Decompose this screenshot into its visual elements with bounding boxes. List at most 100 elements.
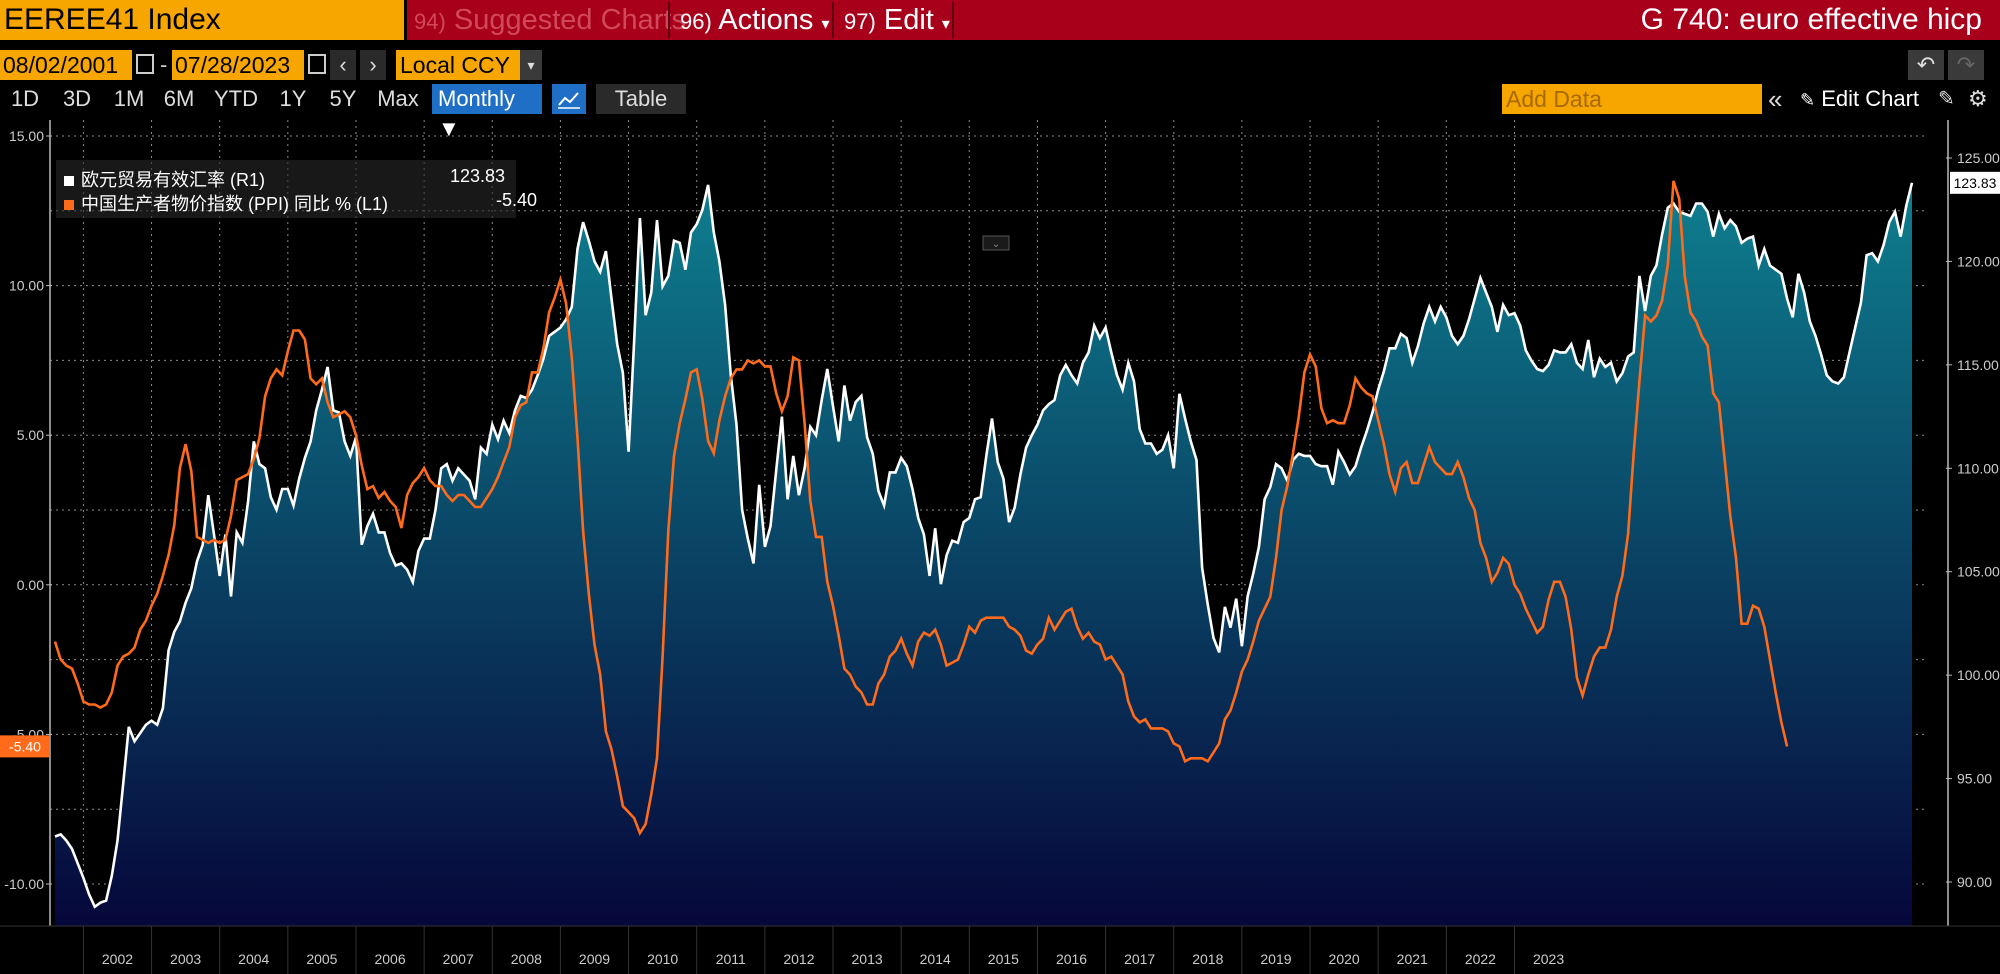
- legend-label: 欧元贸易有效汇率 (R1): [81, 170, 266, 190]
- x-axis-tick-label: 2002: [102, 951, 133, 967]
- line-chart-icon[interactable]: [552, 84, 586, 114]
- chevron-down-icon: ▾: [941, 16, 950, 33]
- period-max[interactable]: Max: [377, 86, 419, 111]
- menu-separator: [668, 2, 670, 38]
- x-axis-tick-label: 2016: [1056, 951, 1087, 967]
- top-bar: EEREE41 Index 94) Suggested Charts 96) A…: [0, 0, 2000, 40]
- legend-swatch: [64, 176, 74, 186]
- right-axis-tick-label: 95.00: [1957, 771, 1992, 787]
- actions-menu[interactable]: 96) Actions ▾: [680, 0, 829, 40]
- x-axis-tick-label: 2009: [579, 951, 610, 967]
- currency-select[interactable]: Local CCY: [396, 50, 520, 80]
- left-last-value-label: -5.40: [9, 738, 41, 754]
- x-axis-tick-label: 2021: [1397, 951, 1428, 967]
- table-button[interactable]: Table: [596, 84, 686, 114]
- function-bar: [407, 0, 2000, 40]
- frequency-select[interactable]: Monthly ▼: [432, 84, 542, 141]
- x-axis-tick-label: 2019: [1260, 951, 1291, 967]
- eur-effective-rate-area: [55, 182, 1912, 927]
- right-last-value-tag: [1950, 171, 2000, 194]
- chart[interactable]: 15.0010.005.000.00-5.00-10.00125.00120.0…: [0, 118, 2000, 974]
- left-axis-tick-label: 5.00: [17, 427, 44, 443]
- edit-menu[interactable]: 97) Edit ▾: [844, 0, 950, 40]
- collapse-icon[interactable]: «: [1768, 84, 1783, 114]
- gear-icon[interactable]: ⚙: [1968, 86, 1988, 111]
- actions-label: Actions: [718, 4, 814, 36]
- calendar-icon[interactable]: [136, 54, 154, 74]
- redo-icon[interactable]: ↷: [1948, 50, 1984, 80]
- x-axis-tick-label: 2003: [170, 951, 201, 967]
- left-last-value-tag: [0, 735, 50, 758]
- x-axis-tick-label: 2011: [716, 951, 746, 967]
- right-last-value-label: 123.83: [1954, 175, 1997, 191]
- suggested-charts-num: 94): [414, 9, 446, 34]
- calendar-icon[interactable]: [308, 54, 326, 74]
- date-bar: 08/02/2001 - 07/28/2023 ‹ › Local CCY ▾ …: [0, 50, 2000, 82]
- x-axis-tick-label: 2022: [1465, 951, 1496, 967]
- x-axis-tick-label: 2007: [443, 951, 474, 967]
- right-axis-tick-label: 100.00: [1957, 667, 2000, 683]
- left-axis-tick-label: -10.00: [4, 876, 44, 892]
- right-axis-tick-label: 90.00: [1957, 874, 1992, 890]
- undo-icon[interactable]: ↶: [1908, 50, 1944, 80]
- add-data-input[interactable]: Add Data: [1502, 84, 1762, 114]
- left-axis-tick-label: 10.00: [9, 278, 44, 294]
- chart-collapse-toggle[interactable]: ⌄: [982, 235, 1010, 251]
- period-1d[interactable]: 1D: [10, 86, 40, 111]
- ticker-field[interactable]: EEREE41 Index: [0, 0, 404, 40]
- edit-num: 97): [844, 9, 876, 34]
- period-ytd[interactable]: YTD: [214, 86, 258, 111]
- x-axis-tick-label: 2014: [920, 951, 951, 967]
- legend-entry-ppi: 中国生产者物价指数 (PPI) 同比 % (L1): [64, 190, 388, 216]
- period-bar: 1D 3D 1M 6M YTD 1Y 5Y Max Monthly ▼ Tabl…: [0, 84, 2000, 141]
- end-date-input[interactable]: 07/28/2023: [172, 50, 304, 80]
- chevron-down-icon: ▾: [821, 16, 830, 33]
- suggested-charts-label: Suggested Charts: [453, 4, 687, 36]
- chevron-down-icon[interactable]: ▾: [520, 50, 542, 80]
- chart-settings-icon[interactable]: ✎: [1938, 88, 1955, 110]
- china-ppi-line[interactable]: [53, 180, 1789, 836]
- period-1m[interactable]: 1M: [113, 86, 145, 111]
- date-dash: -: [160, 52, 168, 77]
- actions-num: 96): [680, 9, 712, 34]
- x-axis-tick-label: 2023: [1533, 951, 1564, 967]
- x-axis-tick-label: 2017: [1124, 951, 1155, 967]
- legend: 欧元贸易有效汇率 (R1) 123.83 中国生产者物价指数 (PPI) 同比 …: [56, 160, 537, 218]
- x-axis-tick-label: 2005: [306, 951, 337, 967]
- period-1y[interactable]: 1Y: [279, 86, 307, 111]
- edit-chart-label: Edit Chart: [1821, 86, 1920, 111]
- legend-swatch: [64, 200, 74, 210]
- period-3d[interactable]: 3D: [62, 86, 92, 111]
- period-6m[interactable]: 6M: [163, 86, 195, 111]
- x-axis-tick-label: 2006: [374, 951, 405, 967]
- eur-effective-rate-line[interactable]: [54, 182, 1914, 909]
- x-axis-tick-label: 2004: [238, 951, 269, 967]
- axes: 15.0010.005.000.00-5.00-10.00125.00120.0…: [0, 120, 2000, 974]
- right-axis-tick-label: 115.00: [1957, 357, 1999, 373]
- period-5y[interactable]: 5Y: [329, 86, 357, 111]
- x-axis-tick-label: 2020: [1329, 951, 1360, 967]
- menu-separator: [832, 2, 834, 38]
- edit-label: Edit: [883, 4, 934, 36]
- left-axis-tick-label: 0.00: [17, 577, 44, 593]
- legend-value: -5.40: [496, 190, 538, 210]
- legend-label: 中国生产者物价指数 (PPI) 同比 % (L1): [81, 194, 389, 214]
- right-axis-tick-label: 105.00: [1957, 564, 2000, 580]
- left-axis-tick-label: 15.00: [9, 128, 44, 144]
- next-period-button[interactable]: ›: [360, 50, 386, 80]
- legend-value: 123.83: [450, 166, 506, 186]
- menu-separator: [952, 2, 954, 38]
- start-date-input[interactable]: 08/02/2001: [0, 50, 132, 80]
- edit-chart-button[interactable]: ✎ Edit Chart: [1800, 84, 1919, 114]
- x-axis-tick-label: 2018: [1192, 951, 1223, 967]
- suggested-charts-menu[interactable]: 94) Suggested Charts: [414, 0, 686, 40]
- x-axis-tick-label: 2015: [988, 951, 1019, 967]
- chart-title: G 740: euro effective hicp: [1640, 3, 1982, 36]
- x-axis-tick-label: 2012: [783, 951, 814, 967]
- right-axis-tick-label: 110.00: [1957, 460, 1999, 476]
- prev-period-button[interactable]: ‹: [330, 50, 356, 80]
- pencil-icon: ✎: [1800, 90, 1816, 110]
- right-axis-tick-label: 120.00: [1957, 253, 2000, 269]
- right-axis-tick-label: 125.00: [1957, 150, 2000, 166]
- x-axis-tick-label: 2008: [511, 951, 542, 967]
